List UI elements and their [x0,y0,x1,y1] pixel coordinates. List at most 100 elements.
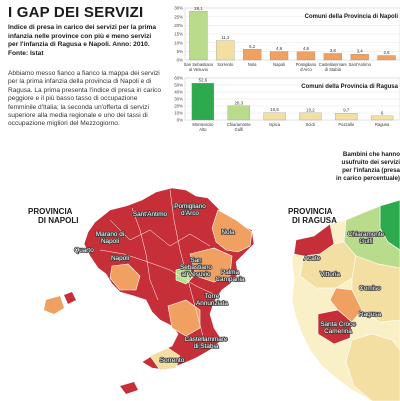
bar [269,51,289,61]
place-label: Sant'Antimo [133,211,168,218]
bar-value-label: 3,4 [357,49,364,54]
napoli-map: PROVINCIA DI NAPOLI Sant'Antimo Pomiglian… [28,187,255,394]
bar-value-label: 52,6 [199,78,208,83]
place-label: Quarto [74,247,94,254]
bar-charts: 0% 5% 10% 15% 20% 25% 30% 28,1 San Sebastianoal … [174,6,400,132]
bar [299,112,322,121]
x-category-label: Nola [248,62,257,67]
napoli-internal-borders [99,189,219,341]
bar [350,53,369,61]
bar [216,40,235,61]
article-body: Abbiamo messo fianco a fianco la mappa d… [8,70,161,128]
y-tick-label: 0% [177,118,183,123]
place-label: Marano di [96,231,124,238]
ragusa-mid-area [351,255,400,323]
bar [377,55,396,61]
legend-title-line: per l'infanzia (presa [342,167,400,174]
chart-title: Comuni della Provincia di Napoli [305,14,399,20]
x-category-label: Sant'Antimo [348,62,371,67]
place-label: Santa Croce [320,321,356,328]
place-label: Gulfi [359,238,372,245]
napoli-mid-area [109,263,141,291]
place-label: Ragusa [359,311,381,318]
y-tick-label: 25% [174,14,183,19]
x-category-label: San Sebastiano [184,62,214,67]
bar [370,115,394,121]
bar [323,53,342,61]
legend-title-line: usufruito dei servizi [342,159,400,166]
ragusa-orange-area [329,287,363,323]
place-label: San [190,257,202,264]
x-category-label: Montevicso [192,122,214,127]
bar-value-label: 4,8 [303,46,310,51]
bar-value-label: 6,2 [249,44,256,49]
y-tick-label: 50% [174,83,183,88]
x-category-label: Pozzallo [338,122,354,127]
bar-value-label: 10,5 [270,107,279,112]
x-category-label: Gulfi [234,127,243,132]
napoli-mid-area [189,247,233,283]
x-category-label: d'Arco [300,67,312,72]
y-tick-label: 30% [174,6,183,11]
place-label: Chiaramonte [348,231,385,238]
place-label: al Vesuvio [181,271,211,278]
x-category-label: Castellammare [319,62,348,67]
legend-title-line: in carico percentuale) [336,175,400,182]
y-tick-label: 20% [174,23,183,28]
bar [227,105,250,121]
article-title: I GAP DEI SERVIZI [8,4,144,21]
bar [243,49,262,61]
y-tick-label: 20% [174,104,183,109]
article-subtitle: Indice di presa in carico dei servizi pe… [8,24,157,57]
place-label: Sorrento [160,357,185,364]
ischia-island [44,296,64,314]
x-category-label: Sorrento [217,62,234,67]
x-category-label: Pomigliano [296,62,317,67]
napoli-mid-area [211,209,253,253]
x-category-label: Ispica [269,122,281,127]
x-category-label: Napoli [273,62,285,67]
province-label-napoli-2: DI NAPOLI [38,216,78,225]
place-label: Torre [205,293,220,300]
y-tick-label: 60% [174,76,183,81]
chart-title: Comuni della Provincia di Ragusa [301,84,398,90]
place-label: Nola [221,229,235,236]
bar [189,11,208,61]
y-tick-label: 5% [177,49,183,54]
place-label: Pomigliano [174,203,206,210]
y-tick-label: 10% [174,40,183,45]
napoli-province-shape [83,187,255,371]
x-category-label: di Stabia [325,67,342,72]
place-label: Napoli [111,255,129,262]
bar-value-label: 2,6 [384,50,391,55]
y-tick-label: 30% [174,97,183,102]
capri-island [120,382,138,394]
place-label: di Stabia [194,343,219,350]
y-tick-label: 10% [174,111,183,116]
y-tick-label: 0% [177,58,183,63]
place-label: Acate [304,255,321,262]
legend-title-line: Bambini che hanno [343,151,400,158]
x-category-label: Scicli [306,122,316,127]
bar-value-label: 6 [381,110,384,115]
place-label: Annunziata [196,300,228,307]
bar-value-label: 9,7 [343,108,350,113]
bar-value-label: 4,9 [276,46,283,51]
place-label: Sebastiano [180,264,212,271]
bar [335,113,358,121]
procida-island [64,292,76,304]
napoli-low-area [149,347,181,371]
y-tick-label: 15% [174,32,183,37]
napoli-bar-chart: 0% 5% 10% 15% 20% 25% 30% 28,1 San Sebastianoal … [174,6,400,72]
x-category-label: Chiaramonte [227,122,252,127]
province-label-ragusa-1: PROVINCIA [288,207,333,216]
place-label: Vittoria [320,271,340,278]
place-label: Comiso [359,285,381,292]
ragusa-mid-area [345,333,400,401]
place-label: Napoli [101,238,119,245]
place-label: Camerina [324,328,352,335]
